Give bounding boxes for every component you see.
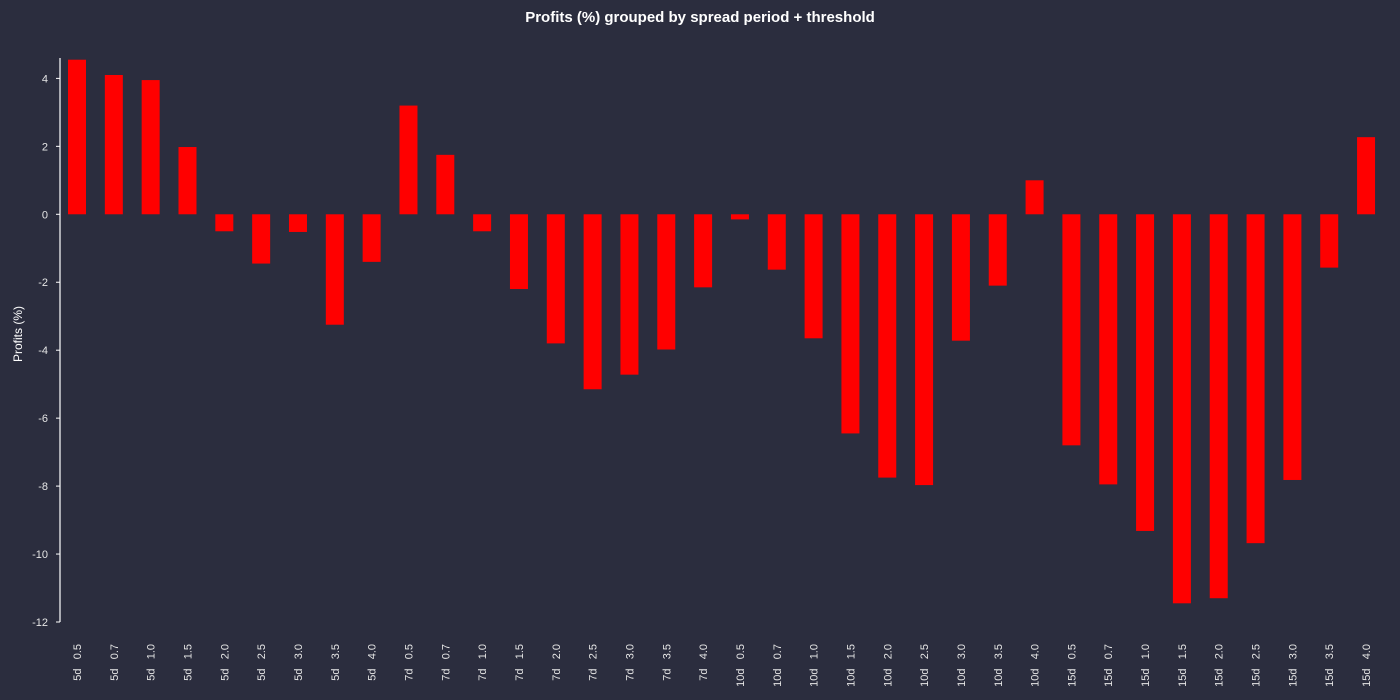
y-tick-label: -10 — [32, 549, 48, 561]
x-tick-label: 15d 3.5 — [1324, 644, 1336, 687]
x-tick-label: 10d 0.5 — [735, 644, 747, 687]
bar — [178, 147, 197, 215]
x-tick-label: 5d 0.5 — [72, 644, 84, 681]
bar — [1172, 214, 1191, 604]
bar — [730, 214, 749, 220]
y-tick-label: -8 — [38, 481, 48, 493]
x-tick-label: 15d 2.5 — [1251, 644, 1263, 687]
x-tick-label: 15d 4.0 — [1361, 644, 1373, 687]
bar — [878, 214, 897, 478]
bar — [436, 154, 455, 215]
bar — [804, 214, 823, 339]
bar — [252, 214, 271, 264]
bar — [68, 59, 86, 215]
bar — [473, 214, 492, 232]
bar — [620, 214, 639, 375]
bar — [288, 214, 307, 232]
x-tick-label: 5d 1.0 — [146, 644, 158, 681]
x-tick-label: 10d 0.7 — [772, 644, 784, 687]
x-tick-label: 7d 3.0 — [624, 644, 636, 681]
bar — [546, 214, 565, 344]
x-tick-label: 15d 3.0 — [1287, 644, 1299, 687]
x-tick-label: 10d 2.5 — [919, 644, 931, 687]
x-tick-label: 5d 2.5 — [256, 644, 268, 681]
chart-title: Profits (%) grouped by spread period + t… — [525, 9, 875, 26]
y-tick-label: 0 — [42, 209, 48, 221]
bar — [1246, 214, 1265, 544]
bar — [1357, 137, 1376, 215]
bar — [1062, 214, 1081, 446]
x-tick-label: 5d 0.7 — [109, 644, 121, 681]
bar — [1099, 214, 1118, 485]
x-tick-label: 7d 2.5 — [588, 644, 600, 681]
bar — [1283, 214, 1302, 480]
bars — [68, 59, 1376, 604]
bar — [767, 214, 786, 270]
bar — [694, 214, 713, 288]
x-tick-label: 7d 1.0 — [477, 644, 489, 681]
x-tick-label: 5d 2.0 — [219, 644, 231, 681]
x-tick-label: 5d 4.0 — [367, 644, 379, 681]
y-axis-title: Profits (%) — [11, 306, 25, 362]
bar — [104, 74, 123, 215]
y-tick-label: 4 — [42, 73, 48, 85]
x-tick-label: 7d 1.5 — [514, 644, 526, 681]
x-axis-labels: 5d 0.5 5d 0.7 5d 1.0 5d 1.5 5d 2.0 5d 2.5 5d 3… — [72, 644, 1373, 687]
x-tick-label: 5d 3.0 — [293, 644, 305, 681]
y-tick-label: -6 — [38, 413, 48, 425]
y-axis: 4 2 0 -2 -4 -6 -8 -10 -12 — [32, 58, 61, 629]
x-tick-label: 7d 0.5 — [403, 644, 415, 681]
bar — [1209, 214, 1228, 599]
bar — [1320, 214, 1339, 268]
bar — [915, 214, 934, 486]
x-tick-label: 5d 3.5 — [330, 644, 342, 681]
y-tick-label: -4 — [38, 345, 48, 357]
y-tick-label: -2 — [38, 277, 48, 289]
x-tick-label: 7d 0.7 — [440, 644, 452, 681]
x-tick-label: 15d 1.5 — [1177, 644, 1189, 687]
bar — [509, 214, 528, 290]
y-tick-label: -12 — [32, 617, 48, 629]
bar — [657, 214, 676, 350]
bar — [141, 80, 160, 215]
x-tick-label: 10d 1.5 — [845, 644, 857, 687]
x-tick-label: 10d 3.0 — [956, 644, 968, 687]
x-tick-label: 15d 1.0 — [1140, 644, 1152, 687]
bar — [951, 214, 970, 341]
x-tick-label: 10d 1.0 — [809, 644, 821, 687]
bar — [1025, 180, 1044, 215]
x-tick-label: 5d 1.5 — [182, 644, 194, 681]
x-tick-label: 15d 0.5 — [1066, 644, 1078, 687]
bar — [988, 214, 1007, 286]
bar — [583, 214, 602, 390]
x-tick-label: 7d 4.0 — [698, 644, 710, 681]
x-tick-label: 10d 3.5 — [993, 644, 1005, 687]
bar — [215, 214, 234, 232]
x-tick-label: 7d 3.5 — [661, 644, 673, 681]
bar — [325, 214, 344, 325]
bar — [1136, 214, 1155, 531]
x-tick-label: 15d 2.0 — [1214, 644, 1226, 687]
bar — [399, 105, 418, 215]
x-tick-label: 10d 4.0 — [1030, 644, 1042, 687]
x-tick-label: 15d 0.7 — [1103, 644, 1115, 687]
x-tick-label: 10d 2.0 — [882, 644, 894, 687]
x-tick-label: 7d 2.0 — [551, 644, 563, 681]
bar — [362, 214, 381, 262]
y-tick-label: 2 — [42, 141, 48, 153]
bar — [841, 214, 860, 434]
